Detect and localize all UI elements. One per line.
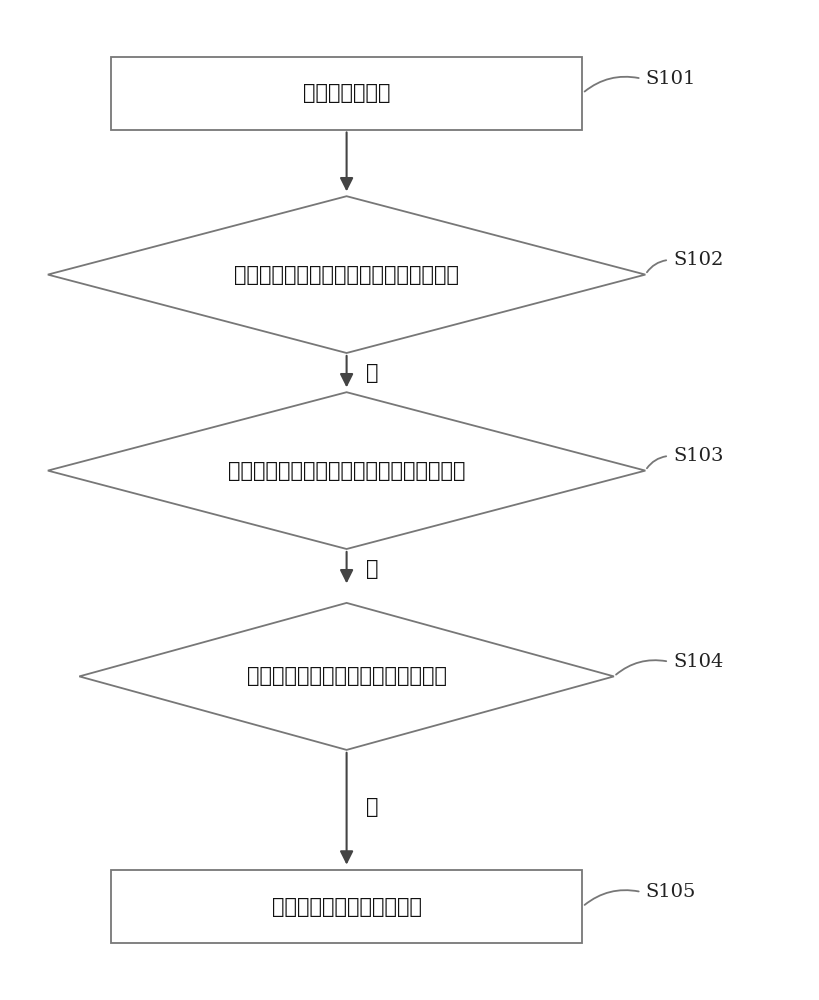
Text: 是: 是 bbox=[366, 559, 378, 579]
Text: S103: S103 bbox=[673, 447, 723, 465]
FancyBboxPatch shape bbox=[111, 57, 582, 130]
Polygon shape bbox=[79, 603, 614, 750]
Text: S101: S101 bbox=[645, 70, 696, 88]
FancyBboxPatch shape bbox=[111, 870, 582, 943]
Text: 是: 是 bbox=[366, 363, 378, 383]
Text: S102: S102 bbox=[673, 251, 723, 269]
Text: S105: S105 bbox=[645, 883, 696, 901]
Polygon shape bbox=[48, 196, 645, 353]
Text: S104: S104 bbox=[673, 653, 723, 671]
Text: 获取终端的信息: 获取终端的信息 bbox=[303, 83, 391, 103]
Text: 判断终端的无线连接模块是否处于打开状态: 判断终端的无线连接模块是否处于打开状态 bbox=[228, 461, 465, 481]
Text: 控制所述无线连接模块关闭: 控制所述无线连接模块关闭 bbox=[272, 897, 422, 917]
Text: 根据终端信息判断终端是否处于通话状态: 根据终端信息判断终端是否处于通话状态 bbox=[234, 265, 459, 285]
Text: 否: 否 bbox=[366, 797, 378, 817]
Polygon shape bbox=[48, 392, 645, 549]
Text: 判断无线连接模块是否处于使用状态: 判断无线连接模块是否处于使用状态 bbox=[247, 666, 446, 686]
